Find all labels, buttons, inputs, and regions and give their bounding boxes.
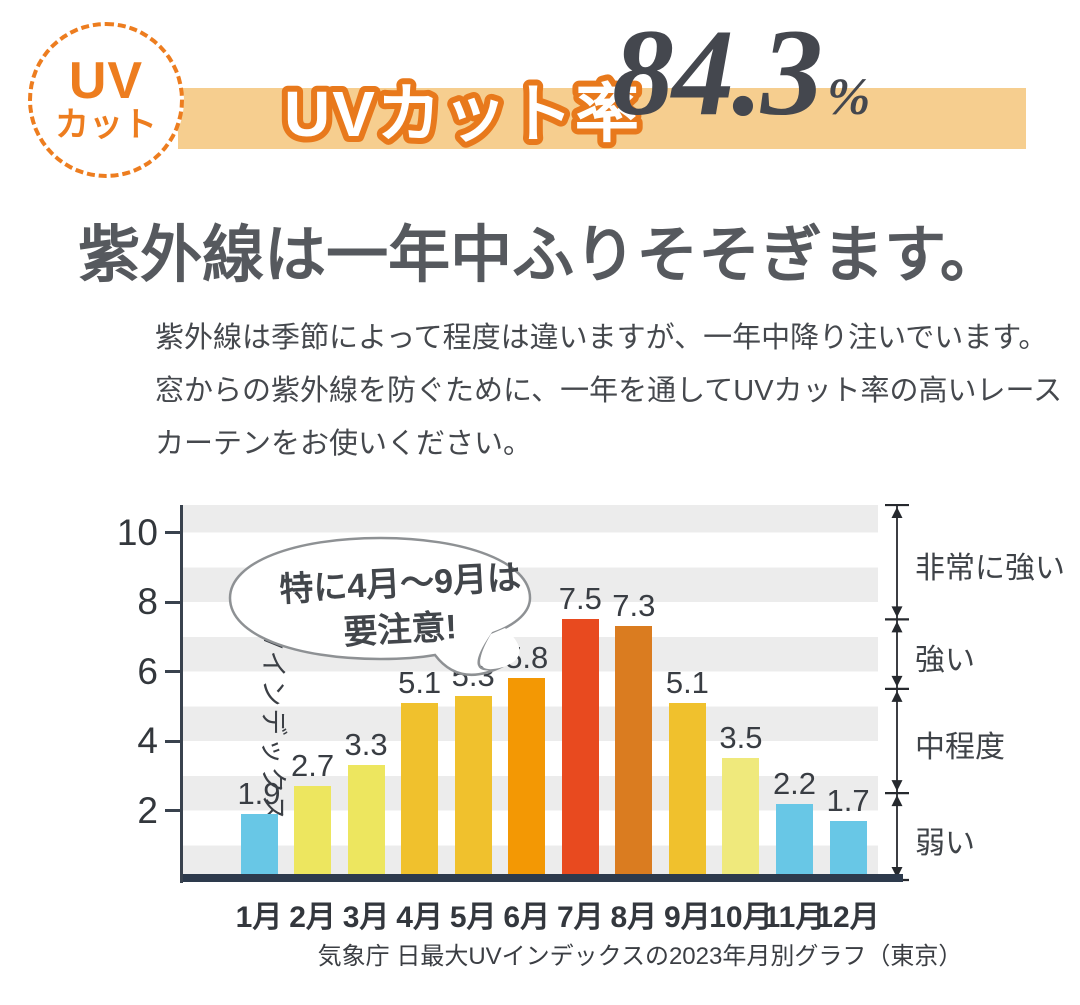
bar-9月 bbox=[668, 702, 706, 880]
intro-line-2: 窓からの紫外線を防ぐために、一年を通してUVカット率の高いレース bbox=[155, 375, 1063, 407]
x-label-4月: 4月 bbox=[396, 901, 443, 934]
bar-6月 bbox=[508, 678, 546, 880]
bar-1月 bbox=[240, 813, 278, 880]
bar-5月 bbox=[454, 695, 492, 880]
bar-7月 bbox=[561, 619, 599, 880]
percent-number: 84.3 bbox=[612, 4, 823, 141]
y-tick-4 bbox=[165, 739, 181, 743]
bar-value-10月: 3.5 bbox=[719, 720, 763, 756]
x-label-10月: 10月 bbox=[709, 901, 773, 934]
bar-2月 bbox=[294, 786, 332, 880]
x-label-8月: 8月 bbox=[610, 901, 658, 934]
y-tick-6 bbox=[165, 670, 181, 673]
bar-value-8月: 7.3 bbox=[612, 588, 656, 624]
bar-10月 bbox=[722, 758, 760, 880]
bar-value-11月: 2.2 bbox=[772, 765, 817, 801]
banner-title-svg: UVカット率 bbox=[278, 72, 645, 156]
right-scale-label-1: 強い bbox=[915, 644, 975, 678]
speech-bubble-tail-fill bbox=[480, 628, 520, 670]
y-tick-label-2: 2 bbox=[137, 789, 158, 831]
bar-12月 bbox=[829, 820, 867, 880]
badge-line2: カット bbox=[55, 106, 157, 144]
x-label-6月: 6月 bbox=[503, 901, 551, 934]
y-tick-10 bbox=[165, 531, 181, 534]
x-label-1月: 1月 bbox=[235, 901, 283, 934]
y-tick-label-4: 4 bbox=[137, 720, 158, 761]
bar-value-2月: 2.7 bbox=[290, 748, 335, 784]
right-scale-arrow-up-3 bbox=[891, 795, 903, 807]
bar-value-12月: 1.7 bbox=[826, 782, 870, 818]
page-title: 紫外線は一年中ふりそそぎます。 bbox=[78, 221, 1002, 290]
right-scale-label-3: 弱い bbox=[915, 826, 975, 860]
x-axis-baseline bbox=[183, 874, 903, 882]
speech-bubble bbox=[228, 536, 532, 677]
y-tick-label-10: 10 bbox=[116, 511, 158, 553]
intro-line-3: カーテンをお使いください。 bbox=[155, 428, 533, 460]
x-label-3月: 3月 bbox=[342, 901, 390, 934]
percent-unit: % bbox=[827, 69, 871, 126]
bar-4月 bbox=[401, 702, 439, 880]
uv-cut-badge: UV カット bbox=[28, 22, 184, 178]
x-label-7月: 7月 bbox=[556, 901, 604, 934]
x-label-12月: 12月 bbox=[816, 901, 880, 934]
right-scale-arrow-up-1 bbox=[891, 621, 903, 633]
chart-source-caption: 気象庁 日最大UVインデックスの2023年月別グラフ（東京） bbox=[317, 943, 963, 970]
bar-value-4月: 5.1 bbox=[398, 664, 442, 700]
right-scale-arrow-up-2 bbox=[891, 690, 903, 702]
bar-value-3月: 3.3 bbox=[344, 727, 388, 763]
intro-line-1: 紫外線は季節によって程度は違いますが、一年中降り注いでいます。 bbox=[155, 322, 1048, 354]
y-tick-8 bbox=[165, 600, 181, 604]
banner-title: UVカット率 bbox=[284, 78, 641, 150]
header-banner bbox=[178, 88, 1026, 149]
right-scale-label-0: 非常に強い bbox=[915, 552, 1065, 586]
bar-3月 bbox=[347, 765, 385, 880]
bar-value-1月: 1.9 bbox=[237, 775, 281, 811]
x-label-2月: 2月 bbox=[289, 901, 336, 934]
right-scale-label-2: 中程度 bbox=[915, 731, 1005, 764]
x-label-9月: 9月 bbox=[664, 901, 711, 934]
badge-line1: UV bbox=[68, 52, 144, 110]
bar-value-7月: 7.5 bbox=[558, 581, 602, 617]
uv-cut-rate-value: 84.3% bbox=[612, 8, 870, 163]
bar-value-9月: 5.1 bbox=[665, 664, 709, 700]
right-scale-arrow-down-3 bbox=[891, 867, 903, 878]
right-scale-arrow-down-2 bbox=[891, 780, 903, 792]
y-tick-label-8: 8 bbox=[137, 581, 158, 622]
x-label-11月: 11月 bbox=[763, 901, 826, 934]
y-tick-2 bbox=[165, 809, 181, 812]
speech-bubble-outline bbox=[228, 536, 532, 677]
bar-11月 bbox=[776, 803, 813, 880]
right-scale-arrow-down-1 bbox=[891, 675, 903, 687]
bar-8月 bbox=[615, 626, 653, 880]
right-scale-arrow-down-0 bbox=[891, 606, 903, 618]
x-label-5月: 5月 bbox=[449, 901, 497, 934]
intro-paragraph: 紫外線は季節によって程度は違いますが、一年中降り注いでいます。 窓からの紫外線を… bbox=[155, 312, 1062, 471]
y-tick-label-6: 6 bbox=[137, 650, 158, 692]
right-scale-arrow-up-0 bbox=[891, 507, 903, 519]
y-axis-line bbox=[180, 505, 183, 883]
right-scale-axis bbox=[885, 503, 909, 882]
